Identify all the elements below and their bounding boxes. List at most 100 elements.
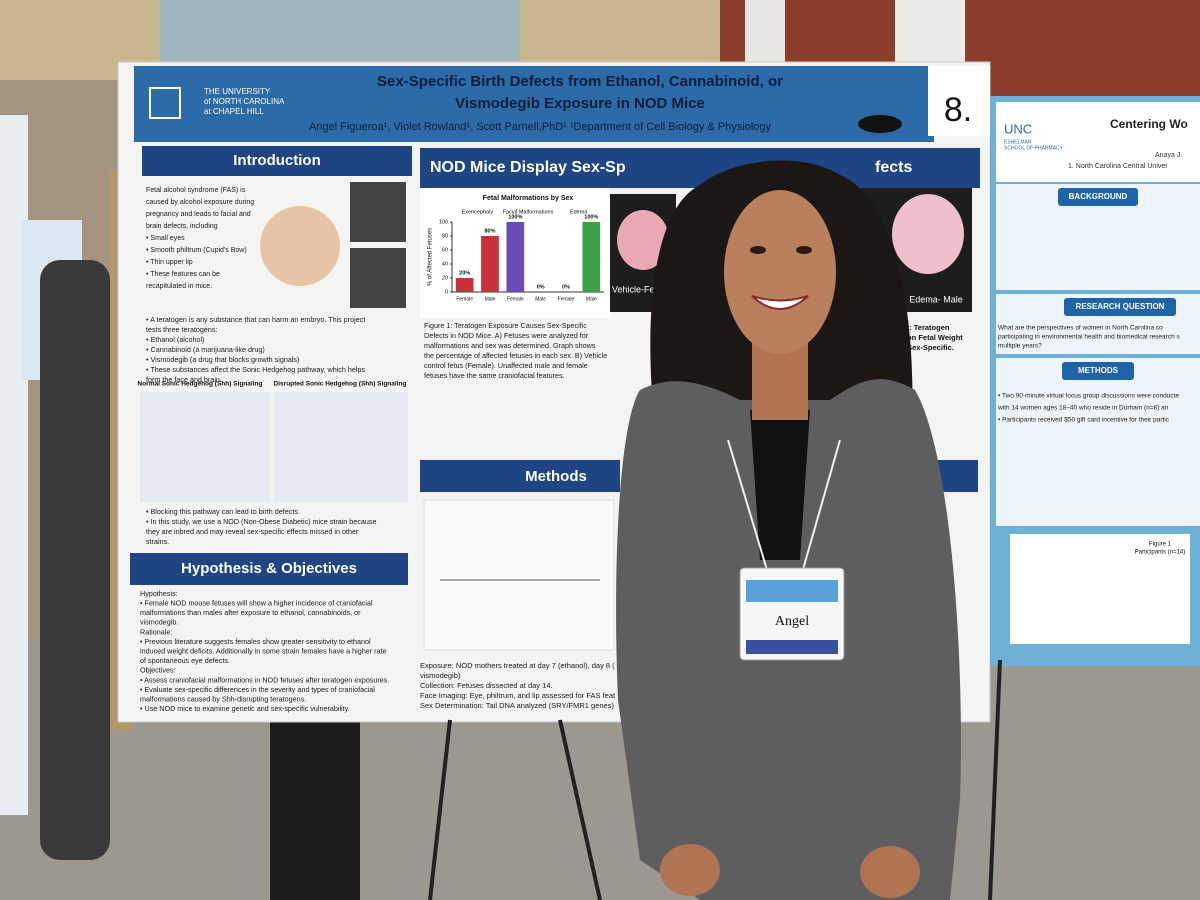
x-tick-label: Female xyxy=(507,296,524,302)
y-tick-label: 0 xyxy=(445,289,448,295)
text-line: • Vismodegib (a drug that blocks growth … xyxy=(146,355,299,364)
y-tick-label: 20 xyxy=(442,275,448,281)
figure2-caption: are not Sex-Specific. xyxy=(880,343,954,352)
value-label: 20% xyxy=(459,270,470,276)
right-figure-title: Figure 1 xyxy=(1149,542,1172,548)
badge-name: Angel xyxy=(775,614,809,629)
right-heading-bg xyxy=(1064,298,1176,316)
university-name: THE UNIVERSITY xyxy=(204,87,271,96)
text-line: • Thin upper lip xyxy=(146,259,193,266)
text-line: malformations caused by Shh-disrupting t… xyxy=(140,695,306,704)
right-question: What are the perspectives of women in No… xyxy=(998,325,1180,350)
text-line: strains. xyxy=(146,537,169,546)
text-line: malformations than males after exposure … xyxy=(140,608,361,617)
section-heading: Hypothesis & Objectives xyxy=(181,560,357,577)
figure2-caption: Effects on Fetal Weight xyxy=(880,333,963,342)
text-line: pregnancy and leads to facial and xyxy=(146,211,251,218)
bar xyxy=(506,222,525,292)
text-line: recapitulated in mice. xyxy=(146,283,212,290)
intro-text: Fetal alcohol syndrome (FAS) is caused by… xyxy=(146,187,365,384)
hypothesis-text: Hypothesis:• Female NOD mouse fetuses wi… xyxy=(140,589,389,713)
text-line: • These substances affect the Sonic Hedg… xyxy=(146,365,365,374)
hand xyxy=(660,844,720,896)
text-line: • Participants received $50 gift card in… xyxy=(998,417,1170,424)
text-line: Fetal alcohol syndrome (FAS) is xyxy=(146,187,246,194)
poster-title: Sex-Specific Birth Defects from Ethanol,… xyxy=(377,73,783,90)
text-line: • In this study, we use a NOD (Non-Obese… xyxy=(146,517,376,526)
fetus-image xyxy=(350,248,406,308)
number-card xyxy=(928,66,990,136)
text-line: • Small eyes xyxy=(146,235,185,242)
easel-leg xyxy=(428,719,452,900)
value-label: 0% xyxy=(537,284,545,290)
logo-text: ESHELMAN xyxy=(1004,139,1032,145)
fetus xyxy=(892,194,964,274)
child-face xyxy=(260,206,340,286)
mouse-icon xyxy=(858,115,902,133)
timeline-diagram xyxy=(423,499,615,651)
section-heading: NOD Mice Display Sex-Sp xyxy=(430,159,626,176)
poster-number: 8. xyxy=(944,91,972,129)
university-name: of NORTH CAROLINA xyxy=(204,97,285,106)
chart-title: Fetal Malformations by Sex xyxy=(483,195,574,202)
malformation-chart: Fetal Malformations by Sex % of Affected … xyxy=(428,195,604,302)
text-line: Hypothesis: xyxy=(140,589,178,598)
text-line: Defects in NOD Mice. A) Fetuses were ana… xyxy=(424,331,589,340)
text-line: • Cannabinoid (a marijuana-like drug) xyxy=(146,345,265,354)
section-heading: Introduction xyxy=(233,152,320,169)
y-tick-label: 100 xyxy=(439,219,448,225)
window-glass xyxy=(160,0,520,70)
poster-title: Vismodegib Exposure in NOD Mice xyxy=(455,95,705,112)
university-name: at CHAPEL HILL xyxy=(204,107,264,116)
text-line: • Assess craniofacial malformations in N… xyxy=(140,675,389,684)
text-line: • Female NOD mouse fetuses will show a h… xyxy=(140,599,373,608)
x-tick-label: Male xyxy=(535,296,546,302)
value-label: 100% xyxy=(584,214,598,220)
group-label: Exencephaly xyxy=(462,209,494,215)
y-axis-label: % of Affected Fetuses xyxy=(428,228,434,286)
right-figure xyxy=(1010,534,1190,644)
text-line: Figure 1: Teratogen Exposure Causes Sex-… xyxy=(424,321,587,330)
text-line: • Two 90-minute virtual focus group disc… xyxy=(998,393,1179,400)
logo-text: UNC xyxy=(1004,121,1032,136)
text-line: with 14 women ages 18–40 who reside in D… xyxy=(997,405,1169,412)
text-line: participating in environmental health an… xyxy=(998,334,1180,341)
methods-text: Exposure: NOD mothers treated at day 7 (… xyxy=(420,661,616,710)
badge-banner xyxy=(746,580,838,602)
right-methods: • Two 90-minute virtual focus group disc… xyxy=(997,393,1179,424)
top xyxy=(750,410,810,560)
section-heading-bg xyxy=(130,553,408,585)
value-label: 100% xyxy=(508,214,522,220)
group-label: Facial Malformations xyxy=(503,209,554,215)
figure2-caption: Figure 2: Teratogen xyxy=(880,323,950,332)
right-poster-title: Centering Wo xyxy=(1110,117,1188,131)
right-heading: METHODS xyxy=(1078,366,1119,375)
section-heading: fects xyxy=(875,159,912,176)
easel-leg xyxy=(558,719,602,900)
fetus-image xyxy=(350,182,406,242)
text-line: they are inbred and may reveal sex-speci… xyxy=(146,527,359,536)
text-line: • A teratogen is any substance that can … xyxy=(146,315,365,324)
bar xyxy=(582,222,601,292)
university-logo xyxy=(149,87,181,119)
poster-header xyxy=(134,66,934,142)
text-line: • These features can be xyxy=(146,271,220,278)
section-heading-bg xyxy=(142,146,412,176)
easel-leg xyxy=(988,659,1002,900)
face xyxy=(724,190,836,354)
text-line: multiple years? xyxy=(998,343,1042,350)
bar xyxy=(455,278,474,292)
value-label: 0% xyxy=(562,284,570,290)
right-figure-title: Participants (n=14) xyxy=(1135,550,1186,556)
x-tick-label: Female xyxy=(456,296,473,302)
lanyard xyxy=(727,439,841,581)
smile xyxy=(751,295,809,310)
right-heading: RESEARCH QUESTION xyxy=(1076,302,1165,311)
text-line: Rationale: xyxy=(140,627,172,636)
panel-title: Disrupted Sonic Hedgehog (Shh) Signaling xyxy=(274,381,407,388)
text-line: control fetus (Female). Unaffected male … xyxy=(424,361,588,370)
x-tick-label: Female xyxy=(558,296,575,302)
